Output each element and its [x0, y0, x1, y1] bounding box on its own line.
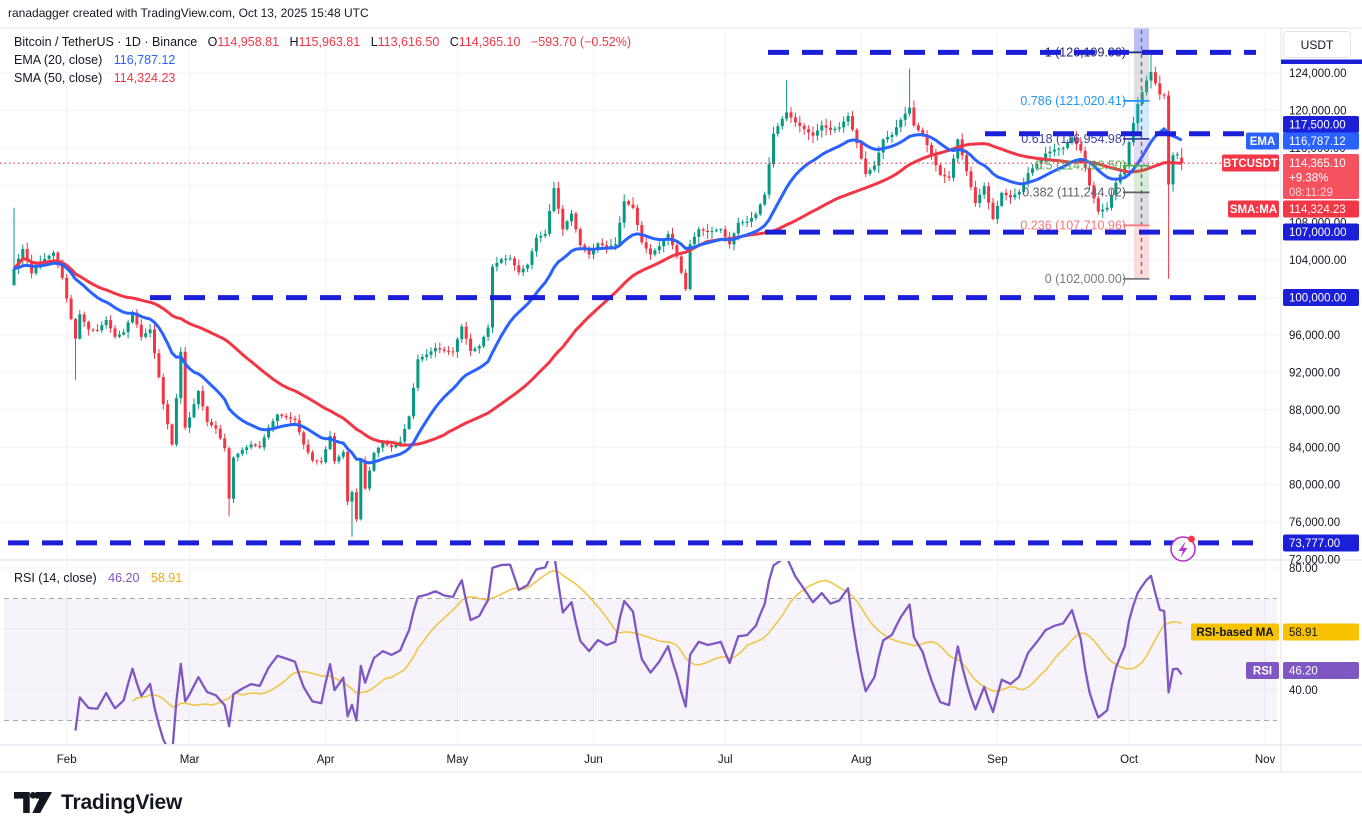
svg-text:96,000.00: 96,000.00	[1289, 330, 1340, 342]
currency-scale-button[interactable]: USDT	[1283, 31, 1351, 58]
high-label: H	[289, 35, 299, 49]
ema-value: 116,787.12	[113, 53, 176, 67]
svg-text:08:11:29: 08:11:29	[1289, 187, 1333, 199]
svg-text:40.00: 40.00	[1289, 685, 1318, 697]
svg-text:EMA: EMA	[1250, 136, 1276, 148]
symbol-title: Bitcoin / TetherUS · 1D · Binance	[14, 35, 198, 49]
ema-label: EMA (20, close)	[14, 53, 103, 67]
svg-text:Nov: Nov	[1255, 754, 1276, 766]
rsi-based ma-side-label	[1191, 623, 1279, 641]
svg-text:76,000.00: 76,000.00	[1289, 517, 1340, 529]
tradingview-logo-text: TradingView	[61, 790, 183, 814]
svg-text:80.00: 80.00	[1289, 563, 1318, 575]
fib-level-label: 0.786 (121,020.41)	[1020, 94, 1126, 108]
close-label: C	[449, 35, 459, 49]
rsi-label: RSI (14, close)	[14, 571, 97, 585]
svg-text:100,000.00: 100,000.00	[1289, 293, 1347, 305]
low-value: 113,616.50	[377, 35, 440, 49]
time-axis[interactable]: Feb Mar Apr May Jun Jul Aug Sep Oct Nov	[57, 754, 1276, 766]
svg-text:SMA:MA: SMA:MA	[1230, 204, 1277, 216]
fib-level-label: 0.236 (107,710.96)	[1020, 218, 1126, 232]
rsi-bands	[4, 598, 1277, 721]
symbol-ohlc-row[interactable]: Bitcoin / TetherUS · 1D · Binance O114,9…	[14, 33, 631, 51]
open-label: O	[207, 35, 218, 49]
svg-text:Feb: Feb	[57, 754, 77, 766]
ema-line	[13, 127, 1183, 465]
svg-text:BTCUSDT: BTCUSDT	[1223, 158, 1278, 170]
svg-text:117,500.00: 117,500.00	[1289, 120, 1346, 132]
flash-icon[interactable]	[1170, 535, 1196, 562]
rsi-value: 46.20	[108, 571, 140, 585]
svg-text:Apr: Apr	[317, 754, 335, 766]
change-value: −593.70 (−0.52%)	[530, 35, 631, 49]
rsi-side-label	[1246, 662, 1279, 679]
horizontal-lines[interactable]	[8, 49, 1256, 546]
grid	[0, 28, 1281, 745]
tradingview-brand[interactable]: TradingView	[14, 786, 182, 819]
fib-level-label: 0 (102,000.00)	[1045, 272, 1126, 286]
ema-side-label	[1246, 132, 1279, 150]
high-value: 115,963.81	[298, 35, 361, 49]
svg-text:Aug: Aug	[851, 754, 871, 766]
hidden-line-badge	[1281, 59, 1362, 64]
rsi-legend[interactable]: RSI (14, close) 46.20 58.91	[14, 571, 182, 585]
svg-text:May: May	[447, 754, 469, 766]
tradingview-logo-icon	[14, 792, 52, 813]
sma:ma-side-label	[1228, 200, 1279, 218]
svg-text:80,000.00: 80,000.00	[1289, 480, 1340, 492]
open-value: 114,958.81	[217, 35, 280, 49]
last-price-badge	[1283, 154, 1359, 199]
svg-text:Jul: Jul	[718, 754, 733, 766]
ema-legend-row[interactable]: EMA (20, close) 116,787.12	[14, 51, 631, 69]
sma-legend-row[interactable]: SMA (50, close) 114,324.23	[14, 69, 631, 87]
symbol-legend: Bitcoin / TetherUS · 1D · Binance O114,9…	[14, 33, 631, 87]
pane-borders	[0, 27, 1362, 773]
svg-text:Jun: Jun	[584, 754, 603, 766]
candlestick-series	[12, 52, 1184, 537]
fib-level-label: 0.382 (111,244.02)	[1022, 185, 1126, 199]
svg-text:46.20: 46.20	[1289, 666, 1318, 678]
fib-retracement[interactable]: 1 (126,199.00)0.786 (121,020.41)0.618 (1…	[1020, 28, 1150, 286]
svg-text:73,777.00: 73,777.00	[1289, 538, 1340, 550]
close-value: 114,365.10	[458, 35, 521, 49]
svg-text:72,000.00: 72,000.00	[1289, 555, 1340, 567]
low-label: L	[370, 35, 378, 49]
svg-text:RSI-based MA: RSI-based MA	[1196, 627, 1273, 639]
svg-text:120,000.00: 120,000.00	[1289, 105, 1347, 117]
svg-text:114,324.23: 114,324.23	[1289, 204, 1346, 216]
svg-text:58.91: 58.91	[1289, 627, 1318, 639]
svg-text:Mar: Mar	[180, 754, 200, 766]
sma-line	[12, 142, 1182, 447]
rsi-ma-value: 58.91	[150, 571, 183, 585]
svg-text:RSI: RSI	[1253, 666, 1272, 678]
svg-text:116,787.12: 116,787.12	[1289, 136, 1346, 148]
svg-text:Oct: Oct	[1120, 754, 1139, 766]
rsi-line	[74, 561, 1183, 744]
svg-text:88,000.00: 88,000.00	[1289, 405, 1340, 417]
attribution-text: ranadagger created with TradingView.com,…	[8, 6, 369, 20]
svg-text:124,000.00: 124,000.00	[1289, 68, 1347, 80]
sma-value: 114,324.23	[113, 71, 176, 85]
svg-text:104,000.00: 104,000.00	[1289, 255, 1347, 267]
btcusdt-side-label	[1222, 154, 1279, 172]
rsi-ma-line	[132, 569, 1182, 708]
rsi-plot	[74, 561, 1183, 744]
svg-text:84,000.00: 84,000.00	[1289, 442, 1340, 454]
svg-text:Sep: Sep	[987, 754, 1007, 766]
price-badges: 117,500.00 116,787.12 EMA 114,365.10 +9.38% 0…	[1191, 59, 1362, 679]
moving-averages	[12, 127, 1183, 465]
svg-text:+9.38%: +9.38%	[1289, 173, 1328, 185]
sma-label: SMA (50, close)	[14, 71, 103, 85]
svg-text:114,365.10: 114,365.10	[1289, 158, 1346, 170]
fib-level-label: 0.5 (114,099.50)	[1035, 159, 1126, 173]
svg-text:107,000.00: 107,000.00	[1289, 227, 1347, 239]
svg-text:92,000.00: 92,000.00	[1289, 367, 1340, 379]
